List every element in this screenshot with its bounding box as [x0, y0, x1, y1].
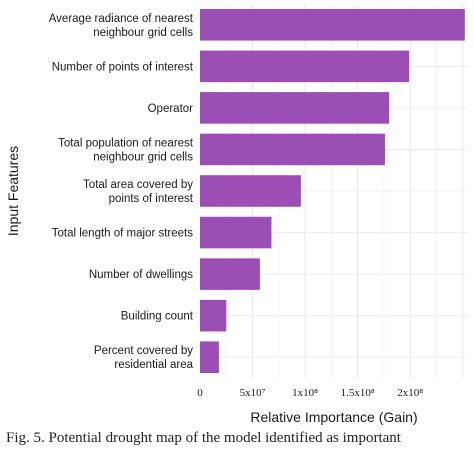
- category-label: Total area covered by points of interest: [83, 179, 194, 205]
- y-axis-title: Input Features: [5, 146, 21, 236]
- category-label: Total length of major streets: [52, 228, 194, 240]
- x-tick-label: 1.5x10⁸: [341, 387, 375, 399]
- bar: [200, 299, 227, 332]
- category-label: Average radiance of nearest neighbour gri…: [49, 13, 194, 39]
- category-label: Number of points of interest: [52, 61, 194, 73]
- category-labels: Average radiance of nearest neighbour gri…: [49, 13, 194, 371]
- x-tick-label: 5x10⁷: [240, 387, 266, 399]
- bar: [200, 133, 385, 166]
- x-tick-label: 0: [197, 387, 203, 399]
- category-label: Percent covered by residential area: [94, 345, 194, 371]
- bars: [200, 8, 465, 374]
- feature-importance-chart: Average radiance of nearest neighbour gri…: [5, 4, 468, 425]
- category-label: Total population of nearest neighbour gri…: [58, 137, 194, 163]
- bar: [200, 92, 390, 124]
- category-label: Operator: [148, 103, 194, 115]
- category-label: Building count: [121, 311, 194, 323]
- bar: [200, 50, 410, 83]
- bar: [200, 216, 272, 249]
- bar: [200, 8, 465, 41]
- x-axis-title: Relative Importance (Gain): [250, 409, 417, 425]
- figure-caption: Fig. 5. Potential drought map of the mod…: [6, 430, 401, 446]
- x-tick-label: 2x10⁸: [397, 387, 423, 399]
- bar: [200, 341, 219, 374]
- category-label: Number of dwellings: [89, 269, 193, 281]
- bar: [200, 175, 301, 207]
- x-tick-labels: 0 5x10⁷ 1x10⁸ 1.5x10⁸ 2x10⁸: [197, 387, 423, 399]
- bar: [200, 258, 260, 290]
- x-tick-label: 1x10⁸: [292, 387, 318, 399]
